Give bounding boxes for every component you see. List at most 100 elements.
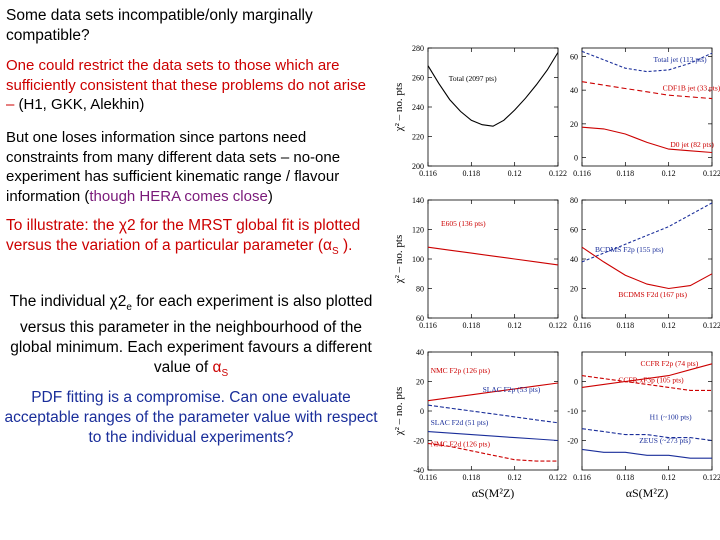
y-tick-label: 200 <box>412 162 424 171</box>
series-label: NMC F2d (126 pts) <box>431 439 491 448</box>
x-tick-label: 0.118 <box>462 169 480 178</box>
x-axis-label: αS(M²Z) <box>472 486 515 500</box>
series-label: E605 (136 pts) <box>441 219 486 228</box>
x-tick-label: 0.118 <box>616 473 634 482</box>
x-tick-label: 0.118 <box>462 321 480 330</box>
y-tick-label: 20 <box>416 378 424 387</box>
x-tick-label: 0.12 <box>508 169 522 178</box>
restrict-datasets-refs: (H1, GKK, Alekhin) <box>18 96 145 113</box>
lose-information-close: ) <box>267 187 273 205</box>
y-tick-label: 0 <box>574 154 578 163</box>
series-line <box>427 431 559 442</box>
y-tick-label: 220 <box>412 133 424 142</box>
series-label: NMC F2p (126 pts) <box>431 366 491 375</box>
y-tick-label: 20 <box>570 285 578 294</box>
y-tick-label: 240 <box>412 103 424 112</box>
plot-frame <box>427 199 559 319</box>
y-tick-label: 40 <box>570 86 578 95</box>
y-tick-label: 140 <box>412 196 424 205</box>
x-tick-label: 0.116 <box>573 473 591 482</box>
series-label: CCFR F2p (74 pts) <box>641 359 699 368</box>
alpha-s-sub: S <box>221 368 229 380</box>
series-line <box>581 126 713 154</box>
restrict-datasets-text: One could restrict the data sets to thos… <box>6 57 366 113</box>
y-tick-label: -10 <box>567 407 578 416</box>
x-tick-label: 0.116 <box>419 473 437 482</box>
individual-chi2-text-a: The individual χ2 <box>9 293 127 310</box>
x-tick-label: 0.122 <box>703 169 720 178</box>
y-tick-label: 60 <box>570 226 578 235</box>
x-tick-label: 0.118 <box>616 321 634 330</box>
y-tick-label: 100 <box>412 255 424 264</box>
chart-panel-middle-right: 0.116 0.118 0.12 0.122 0 20 40 60 80 BCDMS F2p (1… <box>570 196 720 330</box>
y-tick-label: -20 <box>567 437 578 446</box>
chart-panel-bottom-right: 0.116 0.118 0.12 0.122 -20 -10 0 αS(M²Z) CCFR F2… <box>567 351 720 500</box>
illustrate-text: To illustrate: the χ2 for the MRST globa… <box>6 217 361 254</box>
series-label: BCDMS F2p (155 pts) <box>595 245 664 254</box>
chart-panel-top-right: 0.116 0.118 0.12 0.122 0 20 40 60 Total jet (113… <box>570 47 720 178</box>
alpha-s-symbol: α <box>212 359 222 377</box>
series-label: SLAC F2d (51 pts) <box>431 418 489 427</box>
series-line <box>581 428 713 442</box>
y-tick-label: 20 <box>570 120 578 129</box>
y-tick-label: 80 <box>570 196 578 205</box>
y-tick-label: -20 <box>413 437 424 446</box>
intro-question: Some data sets incompatible/only margina… <box>6 7 313 44</box>
chart-panel-bottom-left: 0.116 0.118 0.12 0.122 -40 -20 0 20 40 χ² – no. p… <box>393 348 567 500</box>
x-tick-label: 0.116 <box>419 169 437 178</box>
x-tick-label: 0.118 <box>462 473 480 482</box>
y-tick-label: 60 <box>570 52 578 61</box>
series-line <box>581 246 713 290</box>
series-label: CCFR xF3p (105 pts) <box>618 376 684 385</box>
illustrate-end: ). <box>338 237 353 254</box>
x-tick-label: 0.122 <box>549 473 567 482</box>
series-line <box>581 363 713 388</box>
lose-information-text: But one loses information since partons … <box>6 129 341 205</box>
y-tick-label: 280 <box>412 44 424 53</box>
illustrate-alpha-sub: S <box>332 246 339 258</box>
compromise-paragraph: PDF fitting is a compromise. Can one eva… <box>4 389 378 446</box>
x-tick-label: 0.122 <box>549 321 567 330</box>
x-tick-label: 0.116 <box>419 321 437 330</box>
series-label: D0 jet (82 pts) <box>670 140 714 149</box>
series-line <box>581 448 712 459</box>
y-tick-label: 40 <box>416 348 424 357</box>
chart-panel-top-left: 0.116 0.118 0.12 0.122 200 220 240 260 280 χ² – n… <box>393 44 567 178</box>
series-line <box>427 442 558 462</box>
series-line <box>581 50 713 73</box>
series-label: BCDMS F2d (167 pts) <box>618 290 687 299</box>
x-tick-label: 0.122 <box>703 321 720 330</box>
x-tick-label: 0.122 <box>549 169 567 178</box>
series-label: ZEUS (~273 pts) <box>639 436 691 445</box>
restrict-datasets-paragraph: One could restrict the data sets to thos… <box>6 56 376 115</box>
y-tick-label: 0 <box>574 378 578 387</box>
series-label: Total jet (113 pts) <box>654 55 708 64</box>
x-tick-label: 0.12 <box>662 473 676 482</box>
y-tick-label: 60 <box>416 314 424 323</box>
series-label: CDF1B jet (33 pts) <box>663 83 720 92</box>
series-line <box>581 202 713 263</box>
y-tick-label: -40 <box>413 466 424 475</box>
series-line <box>581 375 712 391</box>
series-line <box>581 81 713 100</box>
series-label: SLAC F2p (53 pts) <box>483 385 541 394</box>
individual-chi2-text-b: for each experiment is also plotted vers… <box>10 293 373 377</box>
illustrate-paragraph: To illustrate: the χ2 for the MRST globa… <box>6 216 376 262</box>
x-tick-label: 0.118 <box>616 169 634 178</box>
series-line <box>427 404 559 424</box>
y-tick-label: 260 <box>412 74 424 83</box>
hera-note: though HERA comes close <box>89 187 268 205</box>
y-tick-label: 80 <box>416 285 424 294</box>
x-axis-label: αS(M²Z) <box>626 486 669 500</box>
y-axis-label: χ² – no. pts <box>393 387 405 437</box>
x-tick-label: 0.122 <box>703 473 720 482</box>
y-axis-label: χ² – no. pts <box>393 235 405 285</box>
series-line <box>427 52 559 127</box>
x-tick-label: 0.12 <box>508 473 522 482</box>
series-label: H1 (~100 pts) <box>650 412 692 421</box>
x-tick-label: 0.12 <box>662 169 676 178</box>
x-tick-label: 0.116 <box>573 169 591 178</box>
x-tick-label: 0.12 <box>662 321 676 330</box>
plot-frame <box>581 199 713 319</box>
